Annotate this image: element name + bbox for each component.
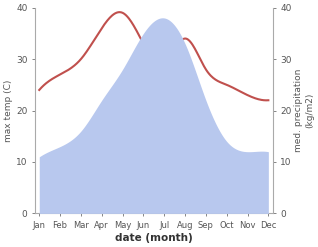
Y-axis label: max temp (C): max temp (C) xyxy=(4,79,13,142)
X-axis label: date (month): date (month) xyxy=(115,233,193,243)
Y-axis label: med. precipitation
(kg/m2): med. precipitation (kg/m2) xyxy=(294,69,314,152)
